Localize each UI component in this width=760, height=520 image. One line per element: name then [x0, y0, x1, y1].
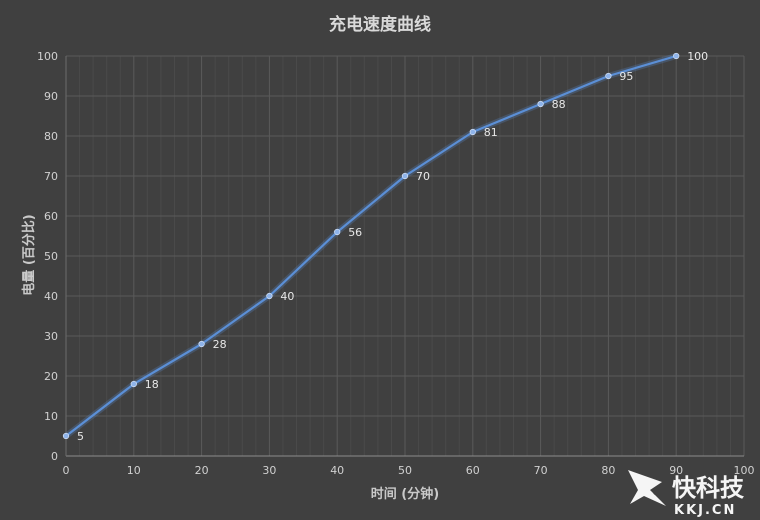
data-point	[266, 292, 273, 300]
data-point	[62, 432, 70, 440]
data-label: 40	[280, 290, 294, 303]
x-tick-label: 50	[398, 464, 412, 477]
y-axis-title: 电量 (百分比)	[21, 214, 37, 295]
data-labels: 5 18 28 40 56 70 81 88 95 100	[77, 50, 708, 443]
data-label: 95	[619, 70, 633, 83]
y-tick-label: 30	[44, 330, 58, 343]
x-tick-label: 60	[466, 464, 480, 477]
x-tick-label: 0	[63, 464, 70, 477]
x-tick-label: 30	[262, 464, 276, 477]
data-label: 56	[348, 226, 362, 239]
series-layer	[62, 52, 680, 440]
y-tick-label: 60	[44, 210, 58, 223]
x-tick-label: 40	[330, 464, 344, 477]
y-tick-label: 100	[37, 50, 58, 63]
x-axis-title: 时间 (分钟)	[371, 486, 439, 502]
watermark-logo-icon	[628, 470, 666, 506]
y-tick-label: 90	[44, 90, 58, 103]
data-label: 18	[145, 378, 159, 391]
x-tick-label: 20	[195, 464, 209, 477]
data-point	[537, 100, 544, 108]
data-point	[605, 72, 612, 80]
data-label: 100	[687, 50, 708, 63]
data-label: 81	[484, 126, 498, 139]
x-tick-label: 10	[127, 464, 141, 477]
axes	[65, 56, 744, 457]
x-tick-label: 80	[601, 464, 615, 477]
y-tick-label: 10	[44, 410, 58, 423]
data-point	[334, 228, 341, 236]
data-label: 70	[416, 170, 430, 183]
y-tick-label: 80	[44, 130, 58, 143]
data-point	[401, 172, 409, 180]
x-tick-label: 70	[534, 464, 548, 477]
chart-title: 充电速度曲线	[329, 14, 431, 35]
y-tick-label: 70	[44, 170, 58, 183]
y-tick-label: 40	[44, 290, 58, 303]
watermark-domain: KKJ.CN	[674, 503, 736, 518]
x-tick-label: 90	[669, 464, 683, 477]
data-label: 28	[213, 338, 227, 351]
grid-lines	[65, 55, 745, 457]
x-tick-label: 100	[734, 464, 755, 477]
y-tick-label: 0	[51, 450, 58, 463]
data-label: 5	[77, 430, 84, 443]
y-tick-label: 50	[44, 250, 58, 263]
watermark: 快科技 KKJ.CN	[628, 470, 745, 518]
series-line	[65, 54, 677, 437]
data-point	[130, 380, 137, 388]
y-tick-label: 20	[44, 370, 58, 383]
tick-labels: 0 10 20 30 40 50 60 70 80 90 100 0 10 20 30 40 50 60 70 80 9…	[37, 50, 755, 477]
data-label: 88	[552, 98, 566, 111]
watermark-brand: 快科技	[672, 474, 745, 502]
data-point	[198, 340, 205, 348]
data-point	[673, 52, 680, 60]
data-point	[469, 128, 476, 136]
